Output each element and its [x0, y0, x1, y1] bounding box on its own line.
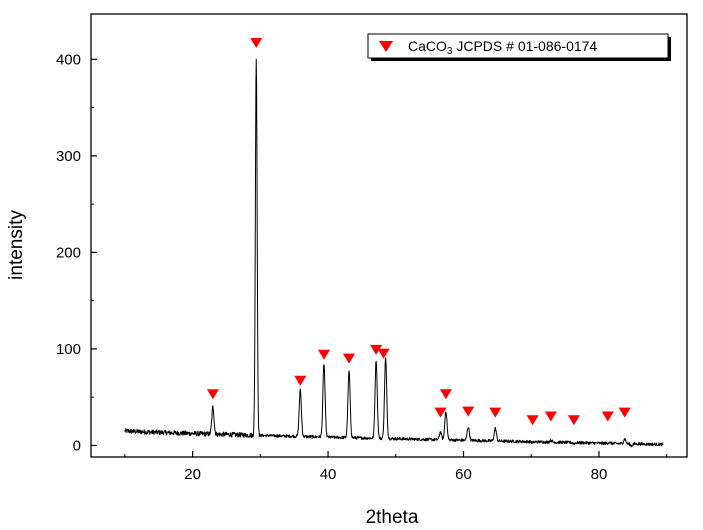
reference-peak-marker-5 — [370, 344, 383, 355]
legend: CaCO3 JCPDS # 01-086-0174 — [367, 33, 671, 61]
reference-peak-marker-0 — [206, 389, 219, 400]
y-tick-label-100: 100 — [56, 341, 81, 358]
reference-peak-marker-2 — [294, 375, 307, 386]
series-line-0 — [124, 58, 664, 448]
reference-peak-marker-12 — [544, 411, 557, 422]
y-tick-label-0: 0 — [73, 437, 81, 454]
reference-peak-marker-14 — [601, 411, 614, 422]
y-axis-ticks: 0 100 200 300 400 — [56, 51, 97, 454]
reference-peak-marker-9 — [462, 406, 475, 417]
x-tick-label-60: 60 — [455, 466, 472, 483]
x-tick-label-80: 80 — [591, 466, 608, 483]
marker-layer — [206, 38, 631, 426]
reference-peak-marker-3 — [318, 349, 330, 360]
legend-label: CaCO3 JCPDS # 01-086-0174 — [408, 38, 597, 57]
legend-label-rest: JCPDS # 01-086-0174 — [452, 38, 597, 54]
reference-peak-marker-8 — [439, 389, 452, 400]
legend-box — [367, 33, 669, 59]
y-axis-title: intensity — [6, 210, 27, 280]
reference-peak-marker-4 — [343, 353, 355, 364]
legend-label-main: CaCO — [408, 38, 447, 54]
y-tick-label-400: 400 — [56, 51, 81, 68]
x-axis-ticks: 20 40 60 80 — [124, 451, 668, 483]
series-layer — [124, 58, 664, 448]
reference-peak-marker-6 — [377, 348, 390, 359]
x-axis-title: 2theta — [366, 507, 419, 528]
y-tick-label-200: 200 — [56, 244, 81, 261]
reference-peak-marker-13 — [567, 415, 580, 426]
legend-label-subscript: 3 — [447, 46, 453, 57]
legend-marker-triangle-icon — [379, 41, 393, 52]
plot-frame — [90, 13, 688, 458]
reference-peak-marker-11 — [526, 415, 539, 426]
reference-peak-marker-15 — [618, 407, 631, 418]
x-tick-label-40: 40 — [320, 466, 337, 483]
x-tick-label-20: 20 — [184, 466, 201, 483]
reference-peak-marker-10 — [489, 407, 502, 418]
reference-peak-marker-1 — [250, 38, 263, 48]
y-tick-label-300: 300 — [56, 148, 81, 165]
reference-peak-marker-7 — [434, 407, 447, 418]
